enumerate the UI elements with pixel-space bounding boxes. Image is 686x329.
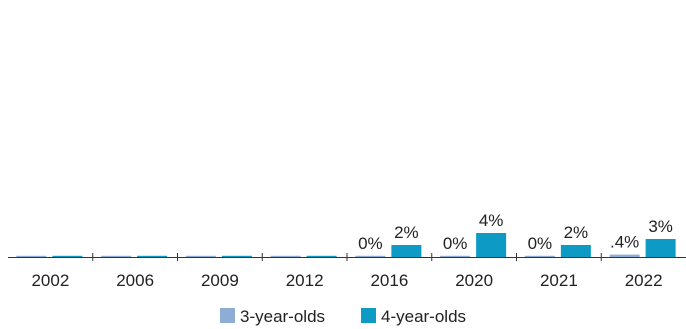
bar-4-year-olds-2020 xyxy=(476,233,507,257)
x-tick-label-2002: 2002 xyxy=(31,271,69,290)
data-label-3-year-olds-2022: .4% xyxy=(610,233,639,252)
bar-3-year-olds-2016 xyxy=(355,255,386,257)
bar-4-year-olds-2006 xyxy=(137,255,168,257)
data-label-3-year-olds-2016: 0% xyxy=(358,234,383,253)
x-axis-tick-labels: 2002 2006 2009 2012 2016 2020 2021 2022 xyxy=(31,271,662,290)
bar-3-year-olds-2021 xyxy=(524,255,555,257)
x-tick-label-2006: 2006 xyxy=(116,271,154,290)
legend-label-4-year-olds: 4-year-olds xyxy=(381,307,466,326)
bar-4-year-olds-2016 xyxy=(391,245,422,257)
bar-4-year-olds-2002 xyxy=(52,255,83,257)
bar-4-year-olds-2012 xyxy=(306,255,337,257)
bar-4-year-olds-2009 xyxy=(221,255,252,257)
x-tick-label-2020: 2020 xyxy=(455,271,493,290)
data-label-4-year-olds-2020: 4% xyxy=(479,211,504,230)
bar-3-year-olds-2009 xyxy=(185,255,216,257)
data-labels-layer: 0% 2% 0% 4% 0% 2% .4% 3% xyxy=(358,211,673,253)
x-tick-label-2012: 2012 xyxy=(286,271,324,290)
x-tick-label-2016: 2016 xyxy=(370,271,408,290)
bar-3-year-olds-2006 xyxy=(101,255,132,257)
x-tick-label-2022: 2022 xyxy=(625,271,663,290)
legend-swatch-3-year-olds xyxy=(220,308,235,323)
bars-layer xyxy=(16,233,676,257)
legend: 3-year-olds 4-year-olds xyxy=(220,307,466,326)
data-label-3-year-olds-2020: 0% xyxy=(443,234,468,253)
data-label-4-year-olds-2016: 2% xyxy=(394,223,419,242)
bar-3-year-olds-2002 xyxy=(16,255,47,257)
bar-4-year-olds-2021 xyxy=(560,245,591,257)
data-label-4-year-olds-2021: 2% xyxy=(564,223,589,242)
bar-3-year-olds-2022 xyxy=(609,254,640,257)
legend-swatch-4-year-olds xyxy=(361,308,376,323)
x-tick-label-2009: 2009 xyxy=(201,271,239,290)
data-label-4-year-olds-2022: 3% xyxy=(648,217,673,236)
x-tick-label-2021: 2021 xyxy=(540,271,578,290)
x-axis-ticks xyxy=(92,253,602,261)
bar-3-year-olds-2012 xyxy=(270,255,301,257)
bar-4-year-olds-2022 xyxy=(645,239,676,257)
data-label-3-year-olds-2021: 0% xyxy=(528,234,553,253)
legend-label-3-year-olds: 3-year-olds xyxy=(240,307,325,326)
bar-3-year-olds-2020 xyxy=(440,255,471,257)
